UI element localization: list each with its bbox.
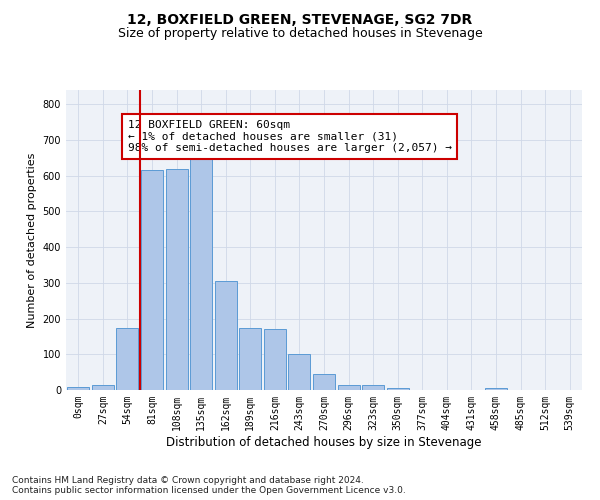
Bar [338,386,359,390]
Text: Size of property relative to detached houses in Stevenage: Size of property relative to detached ho… [118,28,482,40]
Bar [264,328,286,390]
Text: Contains HM Land Registry data © Crown copyright and database right 2024.
Contai: Contains HM Land Registry data © Crown c… [12,476,406,495]
Text: 12, BOXFIELD GREEN, STEVENAGE, SG2 7DR: 12, BOXFIELD GREEN, STEVENAGE, SG2 7DR [127,12,473,26]
Y-axis label: Number of detached properties: Number of detached properties [27,152,37,328]
Bar [215,281,237,390]
Bar [190,158,212,390]
Bar [166,168,188,390]
Bar [239,328,262,390]
Text: 12 BOXFIELD GREEN: 60sqm
← 1% of detached houses are smaller (31)
98% of semi-de: 12 BOXFIELD GREEN: 60sqm ← 1% of detache… [128,120,452,153]
Bar [362,386,384,390]
Bar [485,388,507,390]
Bar [386,388,409,390]
Bar [92,386,114,390]
Text: Distribution of detached houses by size in Stevenage: Distribution of detached houses by size … [166,436,482,449]
Bar [116,328,139,390]
Bar [289,354,310,390]
Bar [313,374,335,390]
Bar [67,387,89,390]
Bar [141,170,163,390]
